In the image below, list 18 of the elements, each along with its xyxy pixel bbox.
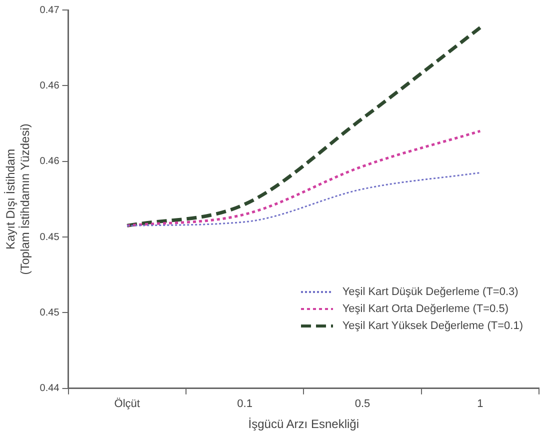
line-series (126, 172, 481, 226)
line-series (125, 26, 482, 228)
line-series (126, 130, 482, 227)
legend-label: Yeşil Kart Yüksek Değerleme (T=0.1) (342, 320, 523, 332)
y-tick-label: 0.44 (40, 383, 60, 394)
y-tick-label: 0.45 (40, 232, 60, 243)
x-tick-label: 0.1 (237, 398, 252, 410)
y-axis-title: Kayıt Dışı İstihdam (Toplam İstihdamın Yüzdesi) (4, 124, 32, 275)
y-tick-label: 0.45 (40, 307, 60, 318)
x-tick-label: Ölçüt (114, 397, 140, 410)
x-axis-title: İşgücü Arzı Esnekliği (248, 417, 359, 432)
legend-label: Yeşil Kart Orta Değerleme (T=0.5) (342, 303, 509, 315)
x-tick-label: 0.5 (354, 398, 370, 410)
x-tick-label: 1 (477, 398, 484, 410)
y-tick-label: 0.46 (40, 156, 60, 168)
y-tick-label: 0.46 (40, 80, 60, 92)
y-tick-label: 0.47 (40, 4, 60, 16)
legend-label: Yeşil Kart Düşük Değerleme (T=0.3) (342, 286, 518, 298)
